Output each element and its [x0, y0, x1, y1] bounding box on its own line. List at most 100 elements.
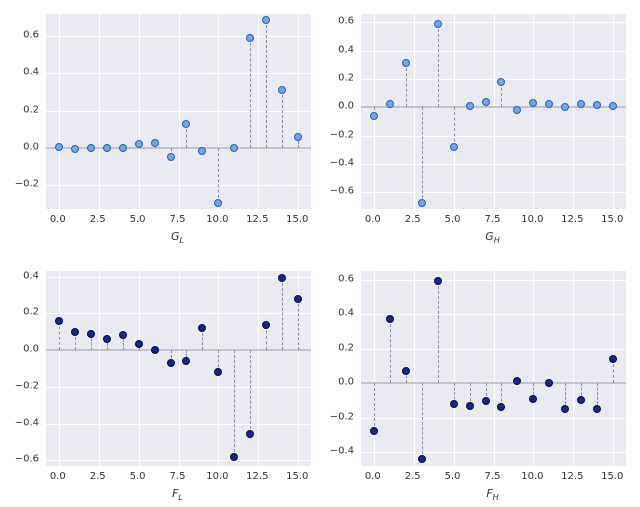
marker — [87, 144, 95, 152]
gridline-v — [374, 271, 375, 466]
gridline-v — [573, 271, 574, 466]
xtick-label: 12.5 — [246, 471, 268, 482]
panel-bottom-left: 0.02.55.07.510.012.515.0−0.6−0.4−0.20.00… — [45, 270, 310, 465]
xtick-label: 5.0 — [445, 214, 461, 225]
ytick-label: −0.2 — [330, 129, 354, 140]
ytick-label: −0.4 — [330, 157, 354, 168]
xtick-label: 12.5 — [246, 214, 268, 225]
marker — [182, 357, 190, 365]
marker — [119, 331, 127, 339]
marker — [246, 34, 254, 42]
xtick-label: 0.0 — [50, 471, 66, 482]
ytick-label: −0.2 — [15, 178, 39, 189]
marker — [55, 143, 63, 151]
marker — [434, 20, 442, 28]
gridline-h — [46, 387, 311, 388]
marker — [561, 103, 569, 111]
stem — [250, 350, 251, 434]
ytick-label: 0.4 — [23, 270, 39, 281]
ytick-label: −0.2 — [330, 411, 354, 422]
stem — [282, 90, 283, 148]
xtick-label: 5.0 — [130, 214, 146, 225]
marker — [513, 106, 521, 114]
gridline-h — [46, 36, 311, 37]
stem — [406, 63, 407, 107]
stem — [234, 350, 235, 457]
marker — [593, 405, 601, 413]
gridline-v — [139, 271, 140, 466]
gridline-v — [59, 271, 60, 466]
marker — [71, 145, 79, 153]
marker — [246, 430, 254, 438]
gridline-h — [46, 111, 311, 112]
marker — [278, 86, 286, 94]
gridline-v — [179, 271, 180, 466]
ytick-label: −0.4 — [15, 417, 39, 428]
marker — [450, 143, 458, 151]
gridline-h — [46, 277, 311, 278]
gridline-v — [414, 14, 415, 209]
stem — [266, 20, 267, 148]
ytick-label: −0.6 — [330, 186, 354, 197]
marker — [103, 144, 111, 152]
marker — [294, 295, 302, 303]
stem — [422, 383, 423, 459]
marker — [167, 359, 175, 367]
stem — [374, 383, 375, 431]
marker — [119, 144, 127, 152]
ytick-label: −0.4 — [330, 446, 354, 457]
gridline-v — [454, 271, 455, 466]
marker — [151, 139, 159, 147]
marker — [135, 140, 143, 148]
gridline-h — [361, 452, 626, 453]
marker — [71, 328, 79, 336]
baseline — [361, 106, 626, 108]
marker — [577, 100, 585, 108]
marker — [262, 16, 270, 24]
marker — [545, 100, 553, 108]
marker — [135, 340, 143, 348]
panel-top-left: 0.02.55.07.510.012.515.0−0.20.00.20.40.6… — [45, 13, 310, 208]
xtick-label: 10.0 — [206, 214, 228, 225]
gridline-h — [46, 460, 311, 461]
gridline-h — [46, 313, 311, 314]
marker — [450, 400, 458, 408]
xtick-label: 10.0 — [521, 214, 543, 225]
gridline-v — [414, 271, 415, 466]
xtick-label: 15.0 — [286, 471, 308, 482]
gridline-v — [533, 14, 534, 209]
stem — [250, 38, 251, 148]
ytick-label: 0.4 — [338, 44, 354, 55]
gridline-h — [46, 73, 311, 74]
xtick-label: 7.5 — [485, 471, 501, 482]
ytick-label: −0.2 — [15, 380, 39, 391]
ytick-label: 0.0 — [338, 377, 354, 388]
xtick-label: 12.5 — [561, 471, 583, 482]
ytick-label: 0.0 — [338, 101, 354, 112]
xlabel: FL — [172, 487, 183, 502]
marker — [230, 453, 238, 461]
xtick-label: 15.0 — [286, 214, 308, 225]
marker — [529, 395, 537, 403]
ytick-label: 0.0 — [23, 141, 39, 152]
xtick-label: 2.5 — [405, 214, 421, 225]
panel-top-right: 0.02.55.07.510.012.515.0−0.6−0.4−0.20.00… — [360, 13, 625, 208]
marker — [545, 379, 553, 387]
marker — [167, 153, 175, 161]
gridline-h — [361, 22, 626, 23]
gridline-v — [258, 271, 259, 466]
marker — [294, 133, 302, 141]
marker — [561, 405, 569, 413]
plot-area — [45, 270, 312, 467]
marker — [151, 346, 159, 354]
xtick-label: 12.5 — [561, 214, 583, 225]
marker — [418, 199, 426, 207]
stem — [438, 281, 439, 383]
figure: 0.02.55.07.510.012.515.0−0.20.00.20.40.6… — [0, 0, 640, 507]
marker — [402, 59, 410, 67]
marker — [466, 102, 474, 110]
marker — [230, 144, 238, 152]
baseline — [361, 382, 626, 384]
marker — [434, 277, 442, 285]
stem — [218, 148, 219, 204]
